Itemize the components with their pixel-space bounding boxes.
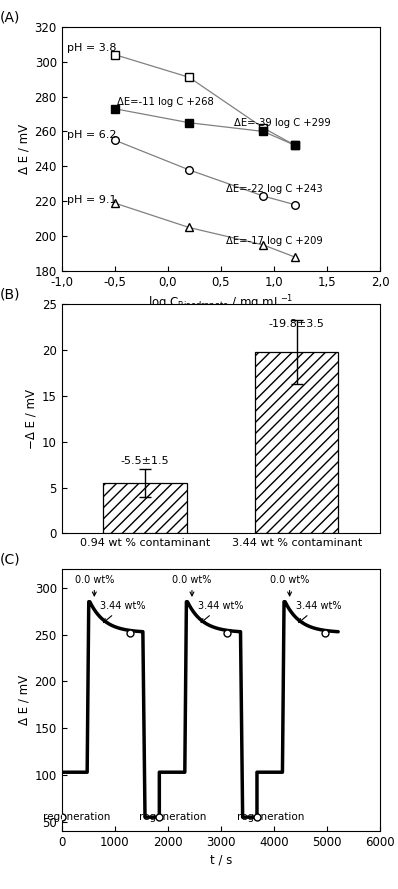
Bar: [103, 483, 187, 533]
Text: (A): (A): [0, 11, 20, 24]
Text: 3.44 wt%: 3.44 wt%: [100, 601, 146, 622]
Text: 0.0 wt%: 0.0 wt%: [270, 575, 309, 596]
X-axis label: t / s: t / s: [210, 853, 232, 866]
Bar: [255, 352, 338, 533]
Text: 0.0 wt%: 0.0 wt%: [172, 575, 212, 596]
Text: (C): (C): [0, 552, 20, 566]
Y-axis label: Δ E / mV: Δ E / mV: [18, 675, 30, 725]
Text: regeneration: regeneration: [43, 812, 110, 821]
Text: ΔE=-22 log C +243: ΔE=-22 log C +243: [226, 184, 323, 194]
Text: 0.0 wt%: 0.0 wt%: [75, 575, 114, 596]
Text: pH = 9.1: pH = 9.1: [67, 195, 117, 204]
Text: regeneration: regeneration: [237, 812, 304, 821]
Y-axis label: Δ E / mV: Δ E / mV: [17, 124, 30, 174]
Text: ΔE=-39 log C +299: ΔE=-39 log C +299: [234, 117, 330, 128]
Text: regeneration: regeneration: [139, 812, 207, 821]
Text: -19.8±3.5: -19.8±3.5: [269, 319, 325, 329]
Text: -5.5±1.5: -5.5±1.5: [121, 456, 170, 467]
Text: (B): (B): [0, 288, 20, 301]
Text: pH = 3.8: pH = 3.8: [67, 43, 117, 52]
Y-axis label: −Δ E / mV: −Δ E / mV: [25, 388, 38, 449]
Text: 3.44 wt%: 3.44 wt%: [296, 601, 341, 622]
X-axis label: log C$_\mathregular{Risedronate}$ / mg mL$^{-1}$: log C$_\mathregular{Risedronate}$ / mg m…: [148, 293, 294, 313]
Text: pH = 6.2: pH = 6.2: [67, 130, 117, 140]
Text: 3.44 wt%: 3.44 wt%: [198, 601, 244, 622]
Text: ΔE=-17 log C +209: ΔE=-17 log C +209: [226, 236, 323, 246]
Text: ΔE=-11 log C +268: ΔE=-11 log C +268: [117, 97, 214, 107]
